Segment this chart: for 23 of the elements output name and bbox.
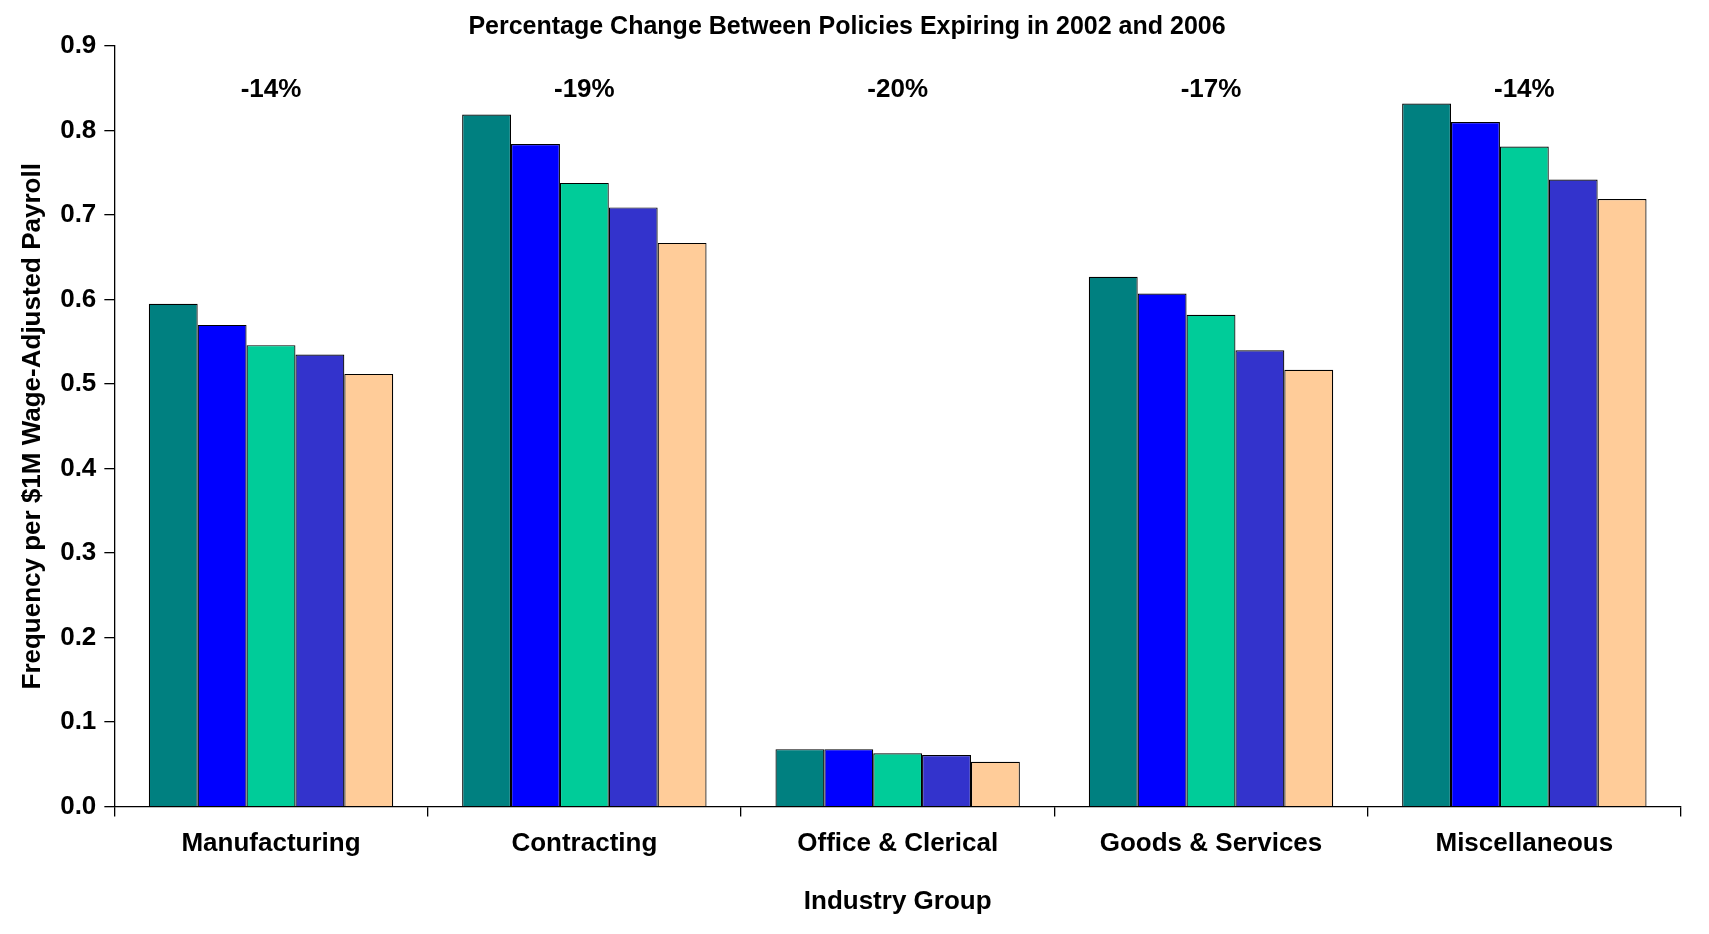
- x-axis-title: Industry Group: [803, 884, 992, 915]
- y-axis-title: Frequency per $1M Wage-Adjusted Payroll: [15, 163, 46, 690]
- y-tick-label: 0.3: [60, 536, 97, 567]
- y-tick-label: 0.1: [60, 705, 97, 736]
- annotation: -14%: [240, 73, 302, 104]
- x-tick-label: Office & Clerical: [797, 827, 999, 858]
- y-tick-label: 0.0: [60, 789, 97, 820]
- x-tick-label: Manufacturing: [181, 827, 361, 858]
- y-tick-label: 0.2: [60, 620, 97, 651]
- annotation: -17%: [1180, 73, 1242, 104]
- y-tick-label: 0.5: [60, 367, 97, 398]
- y-tick-label: 0.4: [60, 451, 97, 482]
- annotation: -14%: [1493, 73, 1555, 104]
- annotation: -19%: [553, 73, 615, 104]
- chart-title: Percentage Change Between Policies Expiring in 2002 and 2006: [468, 10, 1226, 39]
- y-tick-label: 0.9: [60, 29, 97, 60]
- x-tick-label: Goods & Services: [1099, 827, 1323, 858]
- x-tick-label: Contracting: [511, 827, 658, 858]
- x-tick-label: Miscellaneous: [1435, 827, 1614, 858]
- annotation: -20%: [867, 73, 929, 104]
- y-tick-label: 0.6: [60, 282, 97, 313]
- y-tick-label: 0.8: [60, 113, 97, 144]
- y-tick-label: 0.7: [60, 198, 97, 229]
